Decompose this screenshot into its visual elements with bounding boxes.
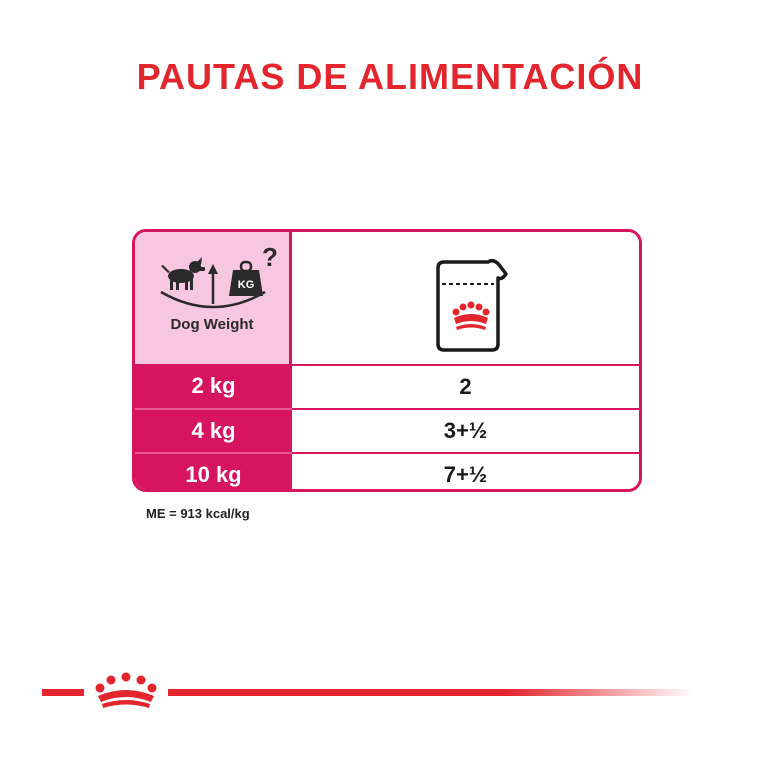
kg-label: KG <box>238 279 255 291</box>
food-pouch-icon <box>436 258 508 352</box>
royal-crown-logo <box>95 672 157 708</box>
row-weight: 10 kg <box>135 452 292 489</box>
header-pouch <box>292 232 639 364</box>
question-mark: ? <box>262 242 278 272</box>
energy-note: ME = 913 kcal/kg <box>146 506 250 521</box>
table-row: 10 kg 7+½ <box>135 452 639 489</box>
feeding-table: KG ? Dog Weight <box>132 229 642 492</box>
footer-line-right <box>168 689 693 696</box>
row-amount: 2 <box>292 364 639 408</box>
dog-weight-label: Dog Weight <box>170 316 254 333</box>
dog-weight-scale-icon: KG ? <box>160 242 278 309</box>
row-amount: 3+½ <box>292 408 639 452</box>
table-row: 4 kg 3+½ <box>135 408 639 452</box>
row-weight: 2 kg <box>135 364 292 408</box>
row-amount: 7+½ <box>292 452 639 489</box>
row-weight: 4 kg <box>135 408 292 452</box>
page-title: PAUTAS DE ALIMENTACIÓN <box>136 56 644 97</box>
header-dog-weight: KG ? Dog Weight <box>135 232 292 364</box>
table-row: 2 kg 2 <box>135 364 639 408</box>
footer-line-left <box>42 689 84 696</box>
